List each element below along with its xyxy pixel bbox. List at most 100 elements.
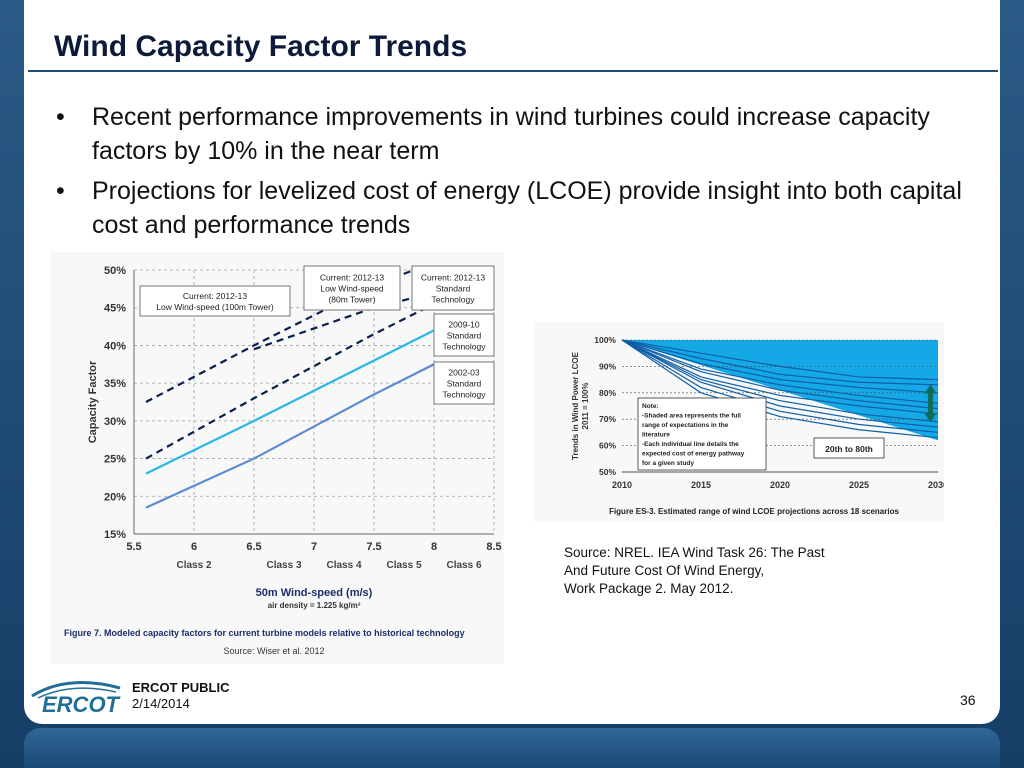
percentile-arrow-head: [924, 384, 937, 394]
y-tick-label: 20%: [104, 491, 126, 503]
annotation-text: Technology: [442, 342, 486, 352]
capacity-factor-chart: 15% 20% 25% 30% 35% 40% 45% 50% 5.5 6 6.5 7 7.5 8 8.5 C…: [50, 252, 504, 664]
annotation-text: Technology: [431, 295, 475, 305]
y-tick-label: 35%: [104, 378, 126, 390]
y-axis-label: Trends in Wind Power LCOE: [571, 351, 580, 460]
bullet-text: Recent performance improvements in wind …: [92, 103, 930, 165]
y-tick-label: 100%: [594, 335, 616, 345]
scenario-line: [621, 339, 939, 410]
page-number: 36: [960, 692, 976, 708]
annotation-text: Low Wind-speed: [320, 284, 384, 294]
chart-source: Source: Wiser et al. 2012: [223, 646, 324, 656]
bullet-icon: •: [56, 177, 65, 205]
series-line: [145, 329, 435, 475]
y-tick-label: 30%: [104, 416, 126, 428]
source-line: And Future Cost Of Wind Energy,: [564, 563, 765, 578]
footer-date: 2/14/2014: [132, 696, 190, 711]
note-text: expected cost of energy pathway: [642, 451, 745, 458]
x-tick-label: 2020: [770, 480, 790, 490]
class-label: Class 3: [266, 560, 301, 571]
annotation-box: [433, 361, 495, 405]
x-tick-label: 2015: [691, 480, 711, 490]
annotation-text: Current: 2012-13: [421, 273, 486, 283]
class-label: Class 2: [176, 560, 211, 571]
note-text: range of expectations in the: [642, 422, 729, 429]
y-tick-label: 50%: [599, 467, 616, 477]
percentile-label: 20th to 80th: [825, 444, 873, 454]
y-tick-label: 80%: [599, 388, 616, 398]
scenario-line: [621, 339, 939, 394]
class-label: Class 5: [386, 560, 421, 571]
y-axis-label: 2011 = 100%: [581, 383, 590, 430]
title-divider: [28, 70, 998, 72]
note-text: for a given study: [642, 460, 694, 467]
slide: Wind Capacity Factor Trends • Recent perf…: [24, 0, 1000, 724]
y-tick-label: 40%: [104, 340, 126, 352]
lcoe-chart: 50% 60% 70% 80% 90% 100% 2010 2015 2020 2025 2030 T…: [534, 322, 948, 522]
ercot-logo-text: ERCOT: [42, 692, 121, 716]
note-text: literature: [642, 432, 670, 439]
note-text: -Each individual line details the: [642, 441, 739, 448]
y-tick-label: 45%: [104, 303, 126, 315]
scenario-line: [621, 339, 939, 433]
annotation-box: [303, 265, 401, 311]
series-line: [145, 363, 435, 509]
annotation-box: [433, 313, 495, 357]
x-axis-label: 50m Wind-speed (m/s): [256, 587, 373, 599]
class-label: Class 4: [326, 560, 361, 571]
x-tick-label: 6.5: [246, 541, 261, 553]
x-tick-label: 6: [191, 541, 197, 553]
scenario-line: [621, 339, 939, 428]
bullet-item: • Recent performance improvements in wind…: [54, 100, 974, 168]
annotation-text: Current: 2012-13: [320, 273, 385, 283]
annotation-box: [411, 265, 495, 311]
annotation-text: Low Wind-speed (100m Tower): [156, 302, 274, 312]
x-tick-label: 2010: [612, 480, 632, 490]
source-line: Source: NREL. IEA Wind Task 26: The Past: [564, 545, 825, 560]
slide-title: Wind Capacity Factor Trends: [54, 30, 468, 63]
bullet-icon: •: [56, 103, 65, 131]
scenario-line: [621, 339, 939, 415]
annotation-text: Technology: [442, 390, 486, 400]
scenario-line: [621, 339, 939, 404]
note-text: Note:: [642, 403, 659, 410]
annotation-text: Standard: [447, 379, 482, 389]
x-tick-label: 2025: [849, 480, 869, 490]
y-tick-label: 15%: [104, 529, 126, 541]
x-tick-label: 8: [431, 541, 437, 553]
annotation-text: (80m Tower): [328, 295, 375, 305]
chart-caption: Figure ES-3. Estimated range of wind LCO…: [609, 507, 899, 516]
bullet-list: • Recent performance improvements in wind…: [54, 100, 974, 248]
series-line: [145, 302, 435, 460]
bullet-text: Projections for levelized cost of energy…: [92, 177, 962, 239]
x-tick-label: 2030: [928, 480, 944, 490]
lcoe-chart-svg: 50% 60% 70% 80% 90% 100% 2010 2015 2020 2025 2030 T…: [571, 335, 948, 516]
annotation-text: 2009-10: [448, 320, 479, 330]
ercot-logo: ERCOT: [28, 672, 124, 721]
percentile-arrow-head: [924, 413, 937, 423]
class-label: Class 6: [446, 560, 481, 571]
source-citation: Source: NREL. IEA Wind Task 26: The Past…: [564, 544, 904, 598]
x-axis-sublabel: air density = 1.225 kg/m³: [268, 601, 361, 610]
footer-text: ERCOT PUBLIC 2/14/2014: [132, 680, 230, 712]
annotation-text: 2002-03: [448, 368, 479, 378]
scenario-line: [621, 339, 939, 386]
note-text: -Shaded area represents the full: [642, 413, 741, 420]
footer-label: ERCOT PUBLIC: [132, 680, 230, 695]
x-tick-label: 8.5: [486, 541, 501, 553]
bottom-band: [24, 728, 1000, 768]
y-tick-label: 60%: [599, 441, 616, 451]
y-tick-label: 70%: [599, 414, 616, 424]
scenario-line: [621, 339, 939, 439]
annotation-text: Current: 2012-13: [183, 291, 248, 301]
percentile-label-box: [813, 437, 885, 459]
y-axis-label: Capacity Factor: [87, 360, 99, 443]
annotation-box: [139, 285, 291, 317]
note-box: [637, 397, 767, 471]
source-line: Work Package 2. May 2012.: [564, 581, 734, 596]
y-tick-label: 25%: [104, 454, 126, 466]
x-tick-label: 7.5: [366, 541, 381, 553]
capacity-factor-chart-svg: 15% 20% 25% 30% 35% 40% 45% 50% 5.5 6 6.5 7 7.5 8 8.5 C…: [64, 265, 502, 656]
annotation-text: Standard: [447, 331, 482, 341]
series-line: [145, 270, 418, 403]
